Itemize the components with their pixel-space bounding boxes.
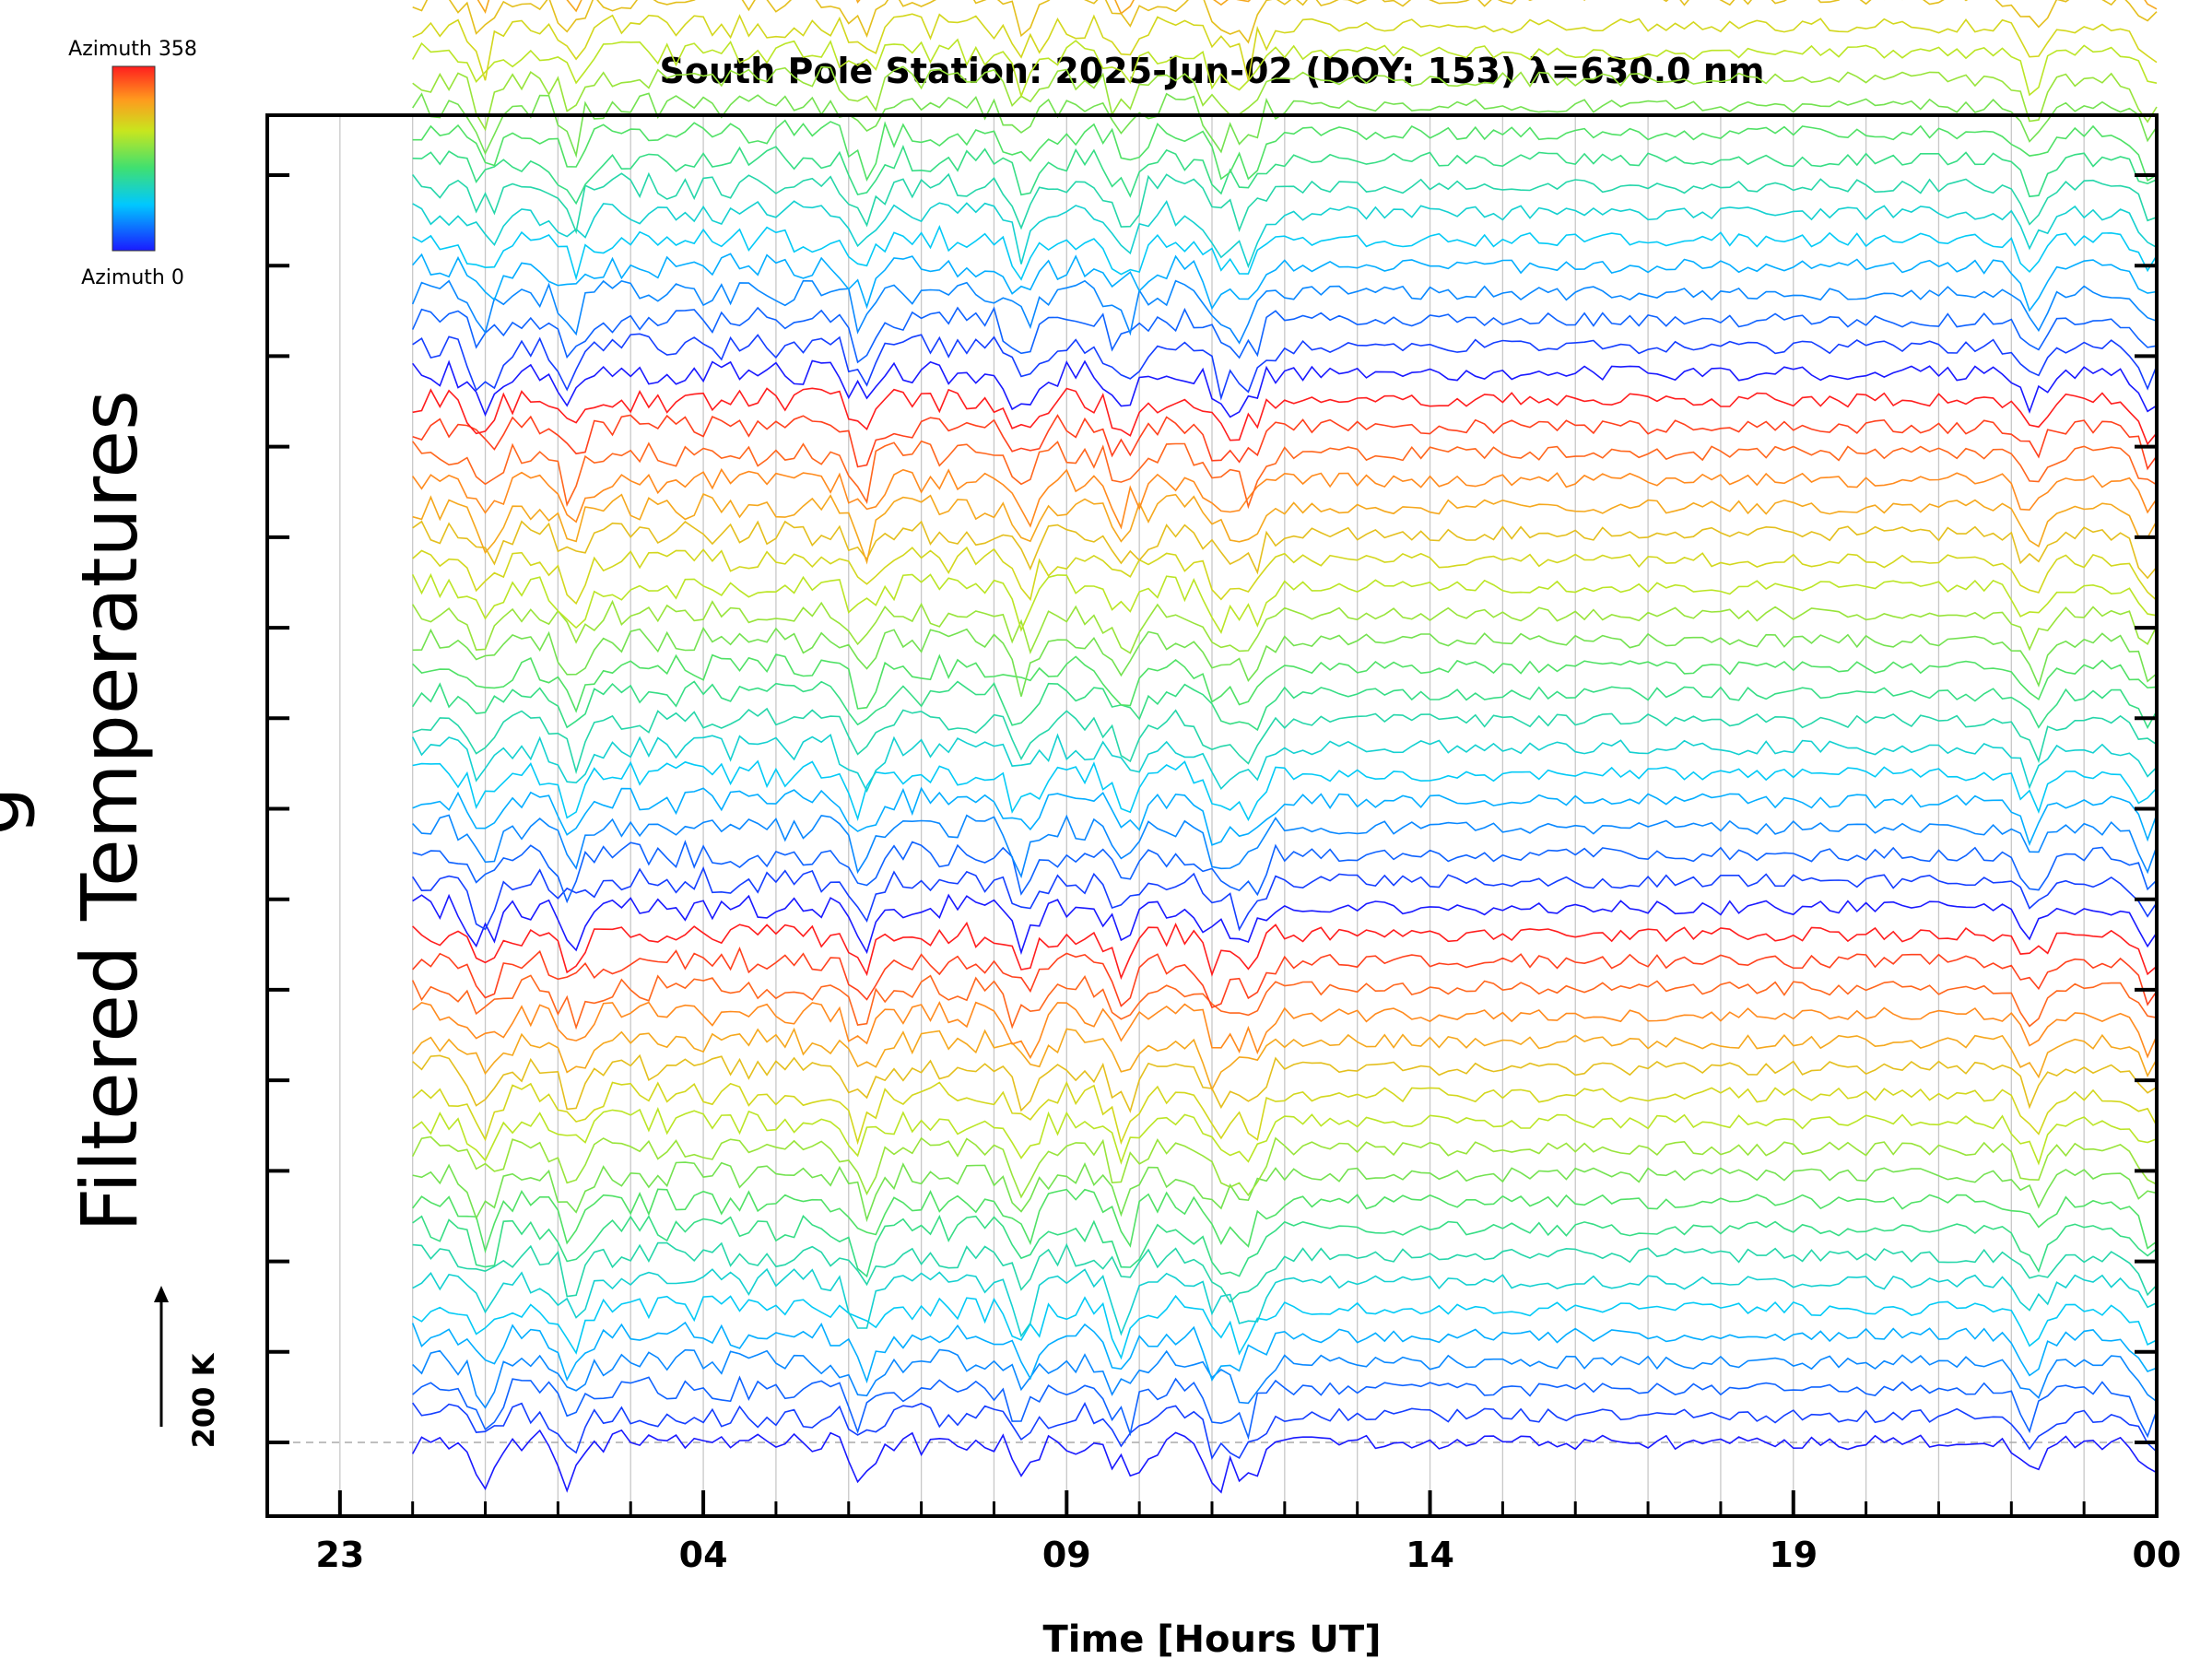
temperature-trace	[412, 1027, 2158, 1092]
temperature-trace	[412, 253, 2158, 312]
temperature-trace	[412, 1107, 2158, 1166]
temperature-trace	[412, 387, 2158, 446]
colorbar-max-label: Azimuth 358	[68, 38, 197, 61]
temperature-trace	[412, 840, 2158, 904]
temperature-trace	[412, 65, 2158, 132]
scale-arrow-head	[154, 1286, 169, 1302]
azimuth-colorbar	[112, 65, 156, 252]
temperature-trace	[412, 946, 2158, 1009]
temperature-trace	[411, 306, 2158, 364]
temperature-trace	[412, 520, 2158, 580]
temperature-trace	[412, 359, 2158, 418]
temperature-trace	[412, 13, 2158, 81]
scale-label: 200 K	[186, 1352, 221, 1448]
temperature-trace	[412, 893, 2158, 956]
temperature-trace	[412, 440, 2158, 510]
temperature-trace	[412, 1402, 2158, 1460]
temperature-trace	[412, 1188, 2158, 1254]
temperature-trace	[412, 1000, 2158, 1060]
temperature-trace	[411, 1135, 2158, 1199]
x-tick-label: 23	[315, 1535, 364, 1575]
temperature-trace	[412, 1161, 2158, 1223]
x-ticks: 23 04 09 14 19 00	[315, 1490, 2181, 1575]
x-tick-label: 04	[679, 1535, 728, 1575]
x-tick-label: 19	[1769, 1535, 1818, 1575]
temperature-trace	[412, 467, 2158, 530]
temperature-trace	[411, 279, 2158, 345]
y-axis-label-cut-letter: g	[0, 786, 37, 835]
temperature-trace	[412, 1267, 2158, 1338]
temperature-trace	[412, 38, 2158, 99]
temperature-trace	[411, 1429, 2158, 1494]
x-tick-label: 00	[2133, 1535, 2182, 1575]
temperature-trace	[412, 0, 2158, 44]
temperature-trace	[411, 733, 2158, 793]
temperature-trace	[412, 414, 2158, 471]
x-tick-label: 14	[1406, 1535, 1454, 1575]
temperature-trace	[412, 1241, 2158, 1303]
temperature-trace	[412, 599, 2158, 654]
temperature-trace	[412, 1053, 2158, 1113]
temperature-trace	[477, 0, 2158, 15]
temperature-trace	[412, 814, 2158, 879]
temperature-trace	[412, 199, 2158, 269]
temperature-trace	[412, 1294, 2158, 1360]
temperature-trace	[412, 865, 2158, 932]
temperature-trace	[411, 1321, 2158, 1384]
temperature-trace	[412, 171, 2158, 235]
temperature-trace	[412, 492, 2158, 565]
temperature-trace	[412, 1214, 2158, 1278]
temperature-trace	[412, 921, 2158, 981]
x-tick-label: 09	[1042, 1535, 1091, 1575]
x-axis-label: Time [Hours UT]	[1043, 1618, 1382, 1659]
temperature-trace	[412, 626, 2158, 697]
temperature-trace	[412, 92, 2158, 159]
temperature-trace	[412, 680, 2158, 732]
temperature-trace	[412, 786, 2158, 846]
y-ticks	[267, 173, 2157, 1444]
temperature-trace	[412, 144, 2158, 206]
temperature-trace	[412, 1348, 2158, 1409]
temperature-trace	[412, 333, 2158, 401]
temperature-trace	[412, 119, 2158, 182]
y-axis-label: Filtered Temperatures	[65, 390, 155, 1232]
temperature-trace	[412, 546, 2158, 606]
temperature-trace	[411, 974, 2158, 1030]
temperature-trace	[411, 572, 2158, 634]
temperature-trace	[412, 759, 2158, 822]
temperature-trace	[412, 1375, 2158, 1441]
temperature-traces	[411, 0, 2158, 1494]
temperature-trace	[412, 1080, 2158, 1146]
colorbar-min-label: Azimuth 0	[81, 266, 184, 289]
temperature-trace	[412, 707, 2158, 775]
temperature-trace	[412, 224, 2158, 281]
temperature-trace	[412, 653, 2158, 713]
